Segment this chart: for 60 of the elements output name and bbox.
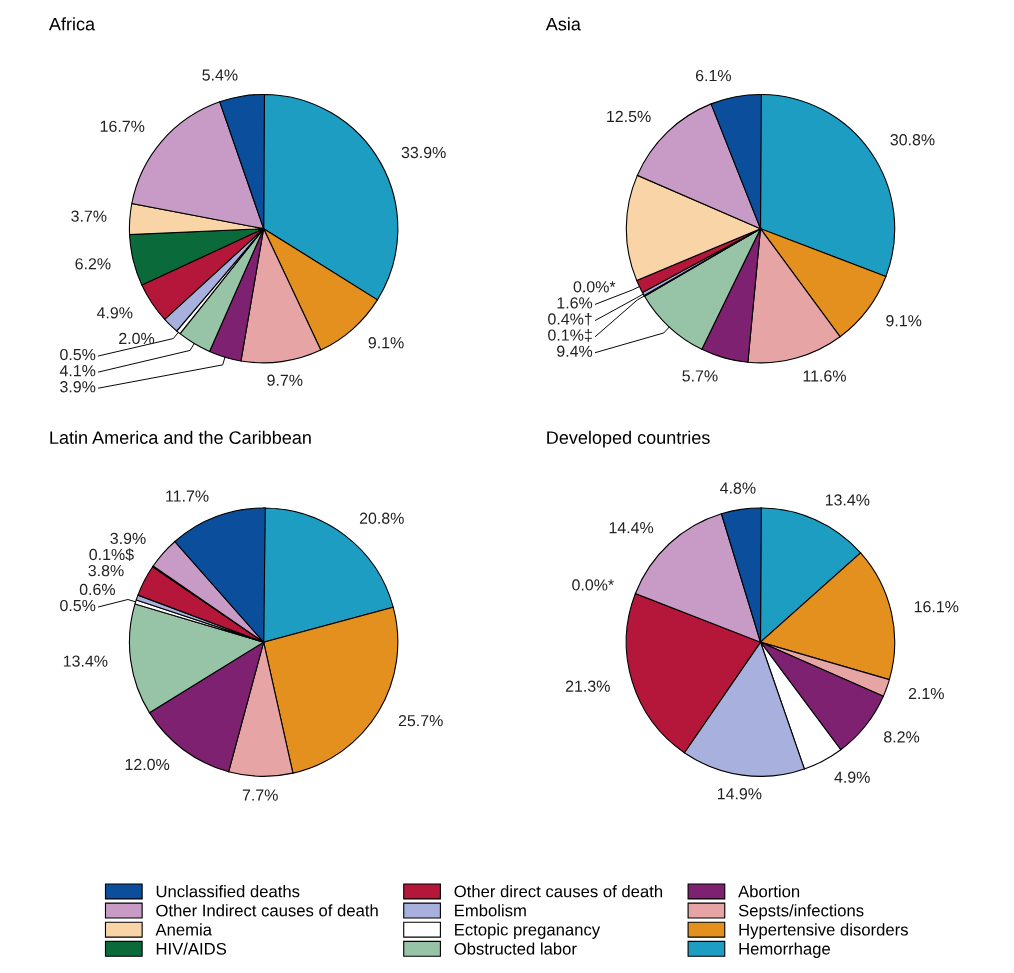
data-label: 2.0% xyxy=(119,332,155,345)
legend-label: Unclassified deaths xyxy=(156,885,300,898)
data-label: 3.8% xyxy=(88,564,124,577)
legend-label: Sepsts/infections xyxy=(738,904,864,920)
data-label: 16.1% xyxy=(914,601,959,613)
data-label: 0.5% xyxy=(60,599,96,612)
data-label: 4.9% xyxy=(96,307,133,319)
data-label: 2.1% xyxy=(908,687,944,700)
data-label: 12.5% xyxy=(607,110,651,123)
data-label: 3.7% xyxy=(71,210,107,222)
data-label: 0.6% xyxy=(79,583,115,596)
data-label: 0.4%† xyxy=(548,312,592,326)
legend-label: Other Indirect causes of death xyxy=(156,904,378,917)
data-label: 16.7% xyxy=(100,120,145,132)
legend-label: Ectopic preganancy xyxy=(455,923,601,939)
data-label: 0.1%$ xyxy=(89,548,134,562)
data-label: 20.8% xyxy=(359,512,404,524)
data-label: 4.9% xyxy=(834,771,870,783)
data-label: 5.4% xyxy=(202,69,238,81)
data-label: 3.9% xyxy=(110,532,146,545)
data-label: 13.4% xyxy=(825,494,870,506)
data-label: 9.7% xyxy=(267,374,303,386)
text: 0.0%* xyxy=(573,281,616,293)
legend-label: HIV/AIDS xyxy=(156,942,227,955)
data-label: 13.4% xyxy=(63,655,108,667)
data-label: 11.6% xyxy=(803,370,846,382)
data-label: 4.8% xyxy=(720,482,756,494)
legend-label: Abortion xyxy=(738,885,800,898)
chart-title: Africa xyxy=(48,17,96,31)
chart-title: Latin America and the Caribbean xyxy=(50,430,311,445)
data-label: 9.1% xyxy=(886,315,922,327)
data-label: 0.5% xyxy=(60,348,96,361)
legend-label: Obstructed labor xyxy=(454,942,577,955)
legend-label: Hypertensive disorders xyxy=(739,923,908,939)
chart-title: Asia xyxy=(545,17,581,31)
data-label: 6.1% xyxy=(695,69,731,82)
text: 0.0%* xyxy=(572,579,614,591)
data-label: 30.8% xyxy=(890,134,935,146)
data-label: 21.3% xyxy=(565,680,610,692)
data-label: 8.2% xyxy=(884,731,920,743)
data-label: 11.7% xyxy=(166,490,209,502)
legend-label: Hemorrhage xyxy=(739,942,830,958)
data-label: 1.6% xyxy=(557,297,593,309)
legend-label: Other direct causes of death xyxy=(454,885,663,898)
data-label: 6.2% xyxy=(75,258,111,270)
chart-title: Developed countries xyxy=(547,430,710,448)
data-label: 9.4% xyxy=(557,345,593,357)
data-label: 4.1% xyxy=(59,365,96,377)
legend-label: Embolism xyxy=(455,904,526,917)
data-label: 3.9% xyxy=(60,381,96,393)
data-label: 5.7% xyxy=(682,370,718,382)
data-label: 25.7% xyxy=(398,714,443,727)
data-label: 14.9% xyxy=(717,788,762,800)
data-label: 12.0% xyxy=(125,758,170,771)
data-label: 0.1%‡ xyxy=(548,329,592,342)
data-label: 9.1% xyxy=(368,337,404,349)
data-label: 14.4% xyxy=(609,522,654,534)
data-label: 33.9% xyxy=(401,146,446,159)
legend-label: Anemia xyxy=(155,923,212,936)
data-label: 7.7% xyxy=(242,789,278,801)
